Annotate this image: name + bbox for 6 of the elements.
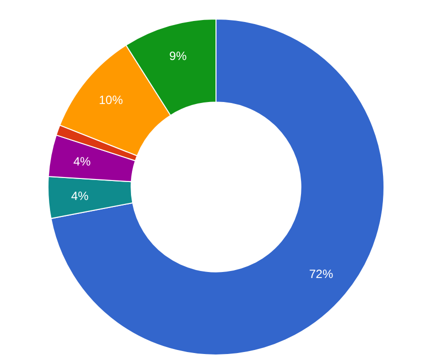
donut-slice xyxy=(50,18,384,356)
data-label: 72% xyxy=(309,267,334,282)
data-label: 9% xyxy=(169,49,187,64)
data-label: 4% xyxy=(73,154,91,169)
data-label: 4% xyxy=(71,188,89,203)
data-label: 10% xyxy=(98,93,124,108)
